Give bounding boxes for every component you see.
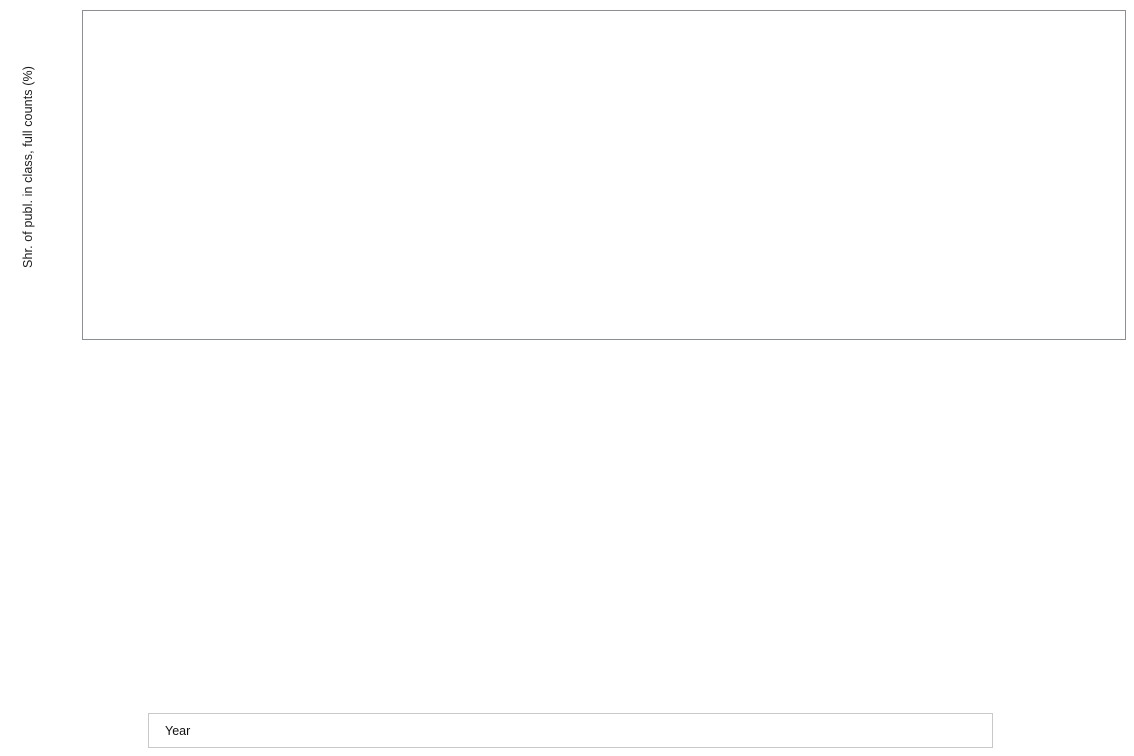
legend-title: Year bbox=[165, 723, 191, 738]
plot-area bbox=[82, 10, 1126, 340]
y-axis-title: Shr. of publ. in class, full counts (%) bbox=[21, 66, 35, 268]
x-axis-labels bbox=[82, 345, 1126, 695]
legend: Year bbox=[148, 713, 993, 748]
